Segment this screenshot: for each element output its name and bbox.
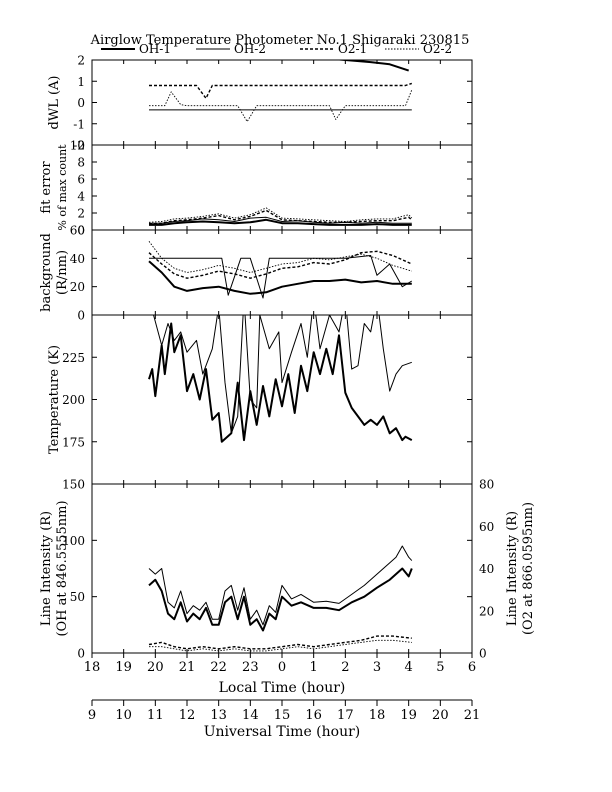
y-tick-label: -1	[73, 117, 85, 131]
panel-dwl: -2 -1 0 1 2 dWL (A)	[47, 54, 473, 153]
local-time-tick-label: 20	[147, 660, 164, 675]
panel-background: 0 20 40 60 background (R/nm)	[39, 224, 473, 323]
chart-title: Airglow Temperature Photometer No.1 Shig…	[90, 33, 470, 48]
series-line-oh-2	[148, 545, 413, 626]
y-tick-label: 0	[77, 96, 85, 110]
universal-time-tick-label: 9	[88, 708, 96, 723]
universal-time-tick-label: 16	[305, 708, 322, 723]
y-axis-title: fit error	[39, 161, 54, 214]
local-time-tick-label: 4	[405, 660, 413, 675]
series-line-o2-1	[148, 250, 413, 279]
series-line-o2-1	[148, 635, 412, 650]
series-line-oh-1	[333, 60, 410, 72]
y-tick-label: 2	[77, 54, 85, 68]
local-time-tick-label: 18	[84, 660, 101, 675]
y-tick-label: 175	[62, 435, 85, 449]
legend-label: O2-1	[338, 42, 367, 56]
universal-time-tick-label: 19	[400, 708, 417, 723]
y-tick-label: 50	[70, 590, 85, 604]
chart-legend: OH-1 OH-2 O2-1 O2-2	[101, 42, 452, 56]
y2-tick-label: 60	[479, 520, 494, 534]
y-tick-label: 225	[62, 351, 85, 365]
y-axis-title: background	[39, 233, 54, 312]
y-tick-label: 6	[77, 173, 85, 187]
y-tick-label: 200	[62, 393, 85, 407]
local-time-tick-label: 6	[468, 660, 476, 675]
y-tick-label: 10	[70, 139, 85, 153]
local-time-tick-label: 23	[242, 660, 259, 675]
legend-label: OH-1	[139, 42, 171, 56]
y2-tick-label: 20	[479, 604, 494, 618]
chart-panels: -2 -1 0 1 2 dWL (A) 0 2 4 6 8 10 fit error% of max c…	[39, 54, 536, 661]
time-axes: 18 19 20 21 22 23 0 1 2 3 4 5 69 10 11 12 13 14 15 16 17 18 19…	[84, 653, 481, 723]
series-line-oh-2	[153, 315, 412, 434]
y-axis-title: Temperature (K)	[47, 345, 62, 454]
series-line-oh-1	[148, 260, 412, 295]
local-time-tick-label: 3	[373, 660, 381, 675]
y-tick-label: 8	[77, 156, 85, 170]
y2-tick-label: 0	[479, 647, 487, 661]
y-tick-label: 40	[70, 252, 85, 266]
local-time-tick-label: 19	[115, 660, 132, 675]
series-line-o2-2	[149, 639, 412, 652]
series-line-oh-2	[149, 216, 412, 224]
universal-time-tick-label: 20	[432, 708, 449, 723]
panel-frame	[91, 229, 473, 316]
series-line-o2-2	[149, 89, 413, 123]
y2-tick-label: 80	[479, 478, 494, 492]
y-axis-subtitle: % of max count	[56, 144, 69, 231]
local-time-tick-label: 1	[310, 660, 318, 675]
y-tick-label: 0	[77, 309, 85, 323]
series-line-oh-1	[148, 567, 413, 632]
y2-axis-subtitle: (O2 at 866.0595nm)	[521, 502, 536, 635]
series-line-o2-1	[149, 82, 413, 100]
y-tick-label: 20	[70, 280, 85, 294]
universal-time-tick-label: 11	[147, 708, 164, 723]
universal-time-tick-label: 13	[210, 708, 227, 723]
universal-time-tick-label: 14	[242, 708, 259, 723]
series-line-o2-2	[148, 241, 412, 273]
series-line-oh-1	[148, 322, 413, 443]
universal-time-axis-title: Universal Time (hour)	[204, 724, 361, 740]
universal-time-tick-label: 15	[274, 708, 291, 723]
series-line-oh-1	[149, 218, 412, 226]
y-tick-label: 2	[77, 207, 85, 221]
y-tick-label: 60	[70, 224, 85, 238]
y-axis-subtitle: (OH at 846.5555nm)	[55, 500, 70, 636]
local-time-tick-label: 0	[278, 660, 286, 675]
y-tick-label: -2	[73, 139, 85, 153]
legend-label: OH-2	[234, 42, 266, 56]
universal-time-tick-label: 12	[179, 708, 196, 723]
universal-time-tick-label: 18	[369, 708, 386, 723]
universal-time-tick-label: 10	[115, 708, 132, 723]
local-time-tick-label: 5	[436, 660, 444, 675]
panel-frame	[91, 59, 473, 146]
y-tick-label: 150	[62, 478, 85, 492]
series-line-oh-2	[149, 255, 413, 299]
universal-time-tick-label: 17	[337, 708, 354, 723]
panel-frame	[91, 314, 473, 485]
panel-fit: 0 2 4 6 8 10 fit error% of max count	[39, 139, 473, 238]
local-time-axis-title: Local Time (hour)	[219, 680, 346, 696]
local-time-tick-label: 2	[341, 660, 349, 675]
y-axis-title: Line Intensity (R)	[39, 511, 54, 626]
panel-frame	[91, 144, 473, 231]
y-axis-title: dWL (A)	[47, 76, 62, 130]
y2-tick-label: 40	[479, 562, 494, 576]
y-tick-label: 1	[77, 75, 85, 89]
y-tick-label: 0	[77, 224, 85, 238]
y-axis-subtitle: (R/nm)	[55, 250, 70, 295]
y-tick-label: 4	[77, 190, 85, 204]
series-line-o2-2	[148, 207, 413, 223]
y2-axis-title: Line Intensity (R)	[505, 511, 520, 626]
legend-label: O2-2	[423, 42, 452, 56]
universal-time-tick-label: 21	[464, 708, 481, 723]
local-time-tick-label: 22	[210, 660, 227, 675]
local-time-tick-label: 21	[179, 660, 196, 675]
y-tick-label: 100	[62, 534, 85, 548]
y-tick-label: 0	[77, 647, 85, 661]
